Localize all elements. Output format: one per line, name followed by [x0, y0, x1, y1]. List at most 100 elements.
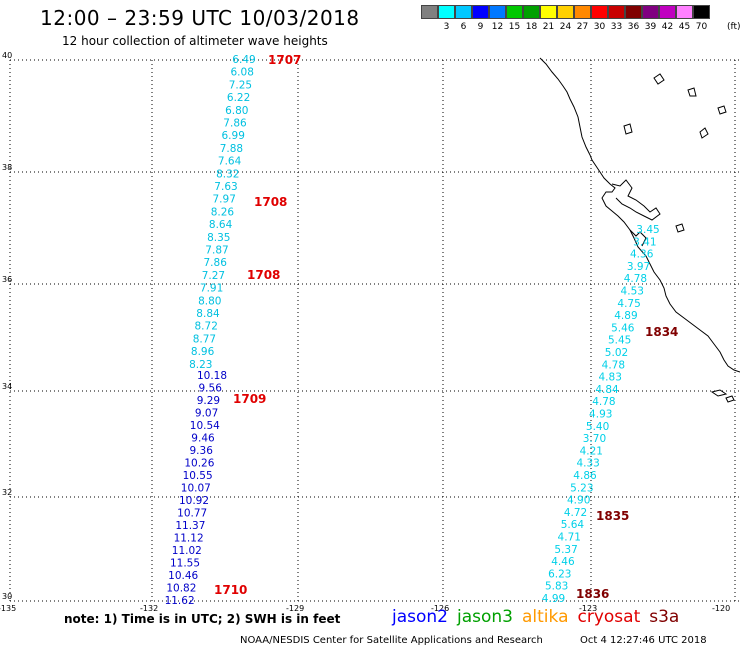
wave-height-value: 8.72 — [195, 321, 218, 333]
wave-height-value: 4.86 — [573, 470, 597, 482]
color-swatch — [574, 5, 591, 19]
color-scale-label: 27 — [576, 22, 589, 32]
color-scale-label: 18 — [525, 22, 538, 32]
wave-height-value: 8.96 — [191, 346, 215, 358]
wave-height-value: 7.27 — [202, 270, 225, 282]
color-scale-label: 33 — [610, 22, 623, 32]
pass-time-label: 1707 — [268, 53, 301, 67]
wave-height-value: 8.80 — [198, 295, 221, 307]
satellite-legend-item: s3a — [649, 607, 680, 627]
color-swatch — [506, 5, 523, 19]
wave-height-value: 4.72 — [564, 507, 587, 519]
coastline — [539, 57, 740, 403]
color-scale-label: 3 — [443, 22, 450, 32]
wave-height-value: 3.41 — [633, 236, 656, 248]
color-swatch — [455, 5, 472, 19]
wave-height-value: 10.46 — [168, 570, 198, 582]
color-swatch — [523, 5, 540, 19]
wave-height-value: 8.64 — [209, 219, 233, 231]
color-scale-label: 12 — [491, 22, 504, 32]
color-scale-label: 45 — [678, 22, 691, 32]
axis-labels: 40 38 36 34 32 30 -135 -132 -129 -126 -123 -120 — [0, 51, 730, 613]
color-scale-label: 70 — [695, 22, 708, 32]
color-swatch — [438, 5, 455, 19]
color-scale-label: 15 — [508, 22, 521, 32]
color-scale-label: 24 — [559, 22, 572, 32]
color-swatch — [642, 5, 659, 19]
color-scale-label: 39 — [644, 22, 657, 32]
wave-height-value: 7.63 — [214, 181, 237, 193]
satellite-legend-item: altika — [522, 607, 569, 627]
wave-height-value: 5.64 — [561, 519, 585, 531]
wave-height-value: 4.78 — [602, 359, 625, 371]
wave-height-value: 9.46 — [191, 433, 215, 445]
color-swatch — [608, 5, 625, 19]
longitude-label: -126 — [431, 604, 449, 613]
wave-height-value: 10.54 — [190, 420, 220, 432]
pass-time-label: 1710 — [214, 583, 247, 597]
wave-height-value: 9.29 — [197, 395, 220, 407]
wave-height-value: 5.45 — [608, 335, 631, 347]
page-subtitle: 12 hour collection of altimeter wave hei… — [62, 34, 328, 48]
wave-height-value: 5.46 — [611, 322, 635, 334]
wave-height-value: 4.90 — [567, 495, 590, 507]
wave-height-value: 3.45 — [636, 224, 659, 236]
wave-height-value: 3.70 — [583, 433, 606, 445]
wave-height-value: 4.78 — [592, 396, 615, 408]
map-grid — [9, 59, 740, 602]
latitude-label: 38 — [2, 163, 12, 172]
color-scale-labels: 3 6 9 12 15 18 21 24 27 30 33 36 39 42 45 70 — [421, 22, 710, 32]
wave-height-value: 10.92 — [179, 495, 209, 507]
color-swatch — [489, 5, 506, 19]
color-scale-legend: 3 6 9 12 15 18 21 24 27 30 33 36 39 42 45 70 (ft) — [421, 5, 740, 32]
california-coastline — [539, 57, 740, 373]
san-francisco-bay — [611, 179, 661, 221]
latitude-label: 32 — [2, 488, 12, 497]
credit-line: NOAA/NESDIS Center for Satellite Applica… — [240, 635, 543, 646]
color-swatch — [540, 5, 557, 19]
monterey-bay — [629, 229, 647, 247]
wave-height-value: 7.86 — [204, 257, 228, 269]
color-scale-label: 36 — [627, 22, 640, 32]
lake-3 — [623, 123, 633, 135]
pass-time-label: 1708 — [247, 268, 280, 282]
lake-tahoe — [699, 127, 709, 139]
satellite-legend-item: jason2 — [392, 607, 448, 627]
wave-height-value: 3.97 — [627, 261, 650, 273]
color-scale-label: 6 — [460, 22, 467, 32]
wave-height-value: 9.56 — [199, 383, 223, 395]
wave-height-value: 7.25 — [229, 79, 252, 91]
wave-height-value: 6.08 — [231, 67, 254, 79]
wave-height-value: 9.07 — [195, 408, 218, 420]
color-swatch — [625, 5, 642, 19]
wave-height-value: 7.91 — [200, 283, 223, 295]
lake-5 — [717, 105, 727, 115]
longitude-label: -135 — [0, 604, 16, 613]
wave-height-value: 4.46 — [551, 556, 575, 568]
color-scale-swatches — [421, 5, 710, 19]
wave-height-value: 11.12 — [174, 533, 204, 545]
wave-height-value: 10.55 — [183, 470, 213, 482]
latitude-label: 34 — [2, 382, 12, 391]
lake-1 — [653, 73, 665, 85]
wave-height-value: 8.77 — [193, 333, 216, 345]
wave-height-value: 5.02 — [605, 347, 628, 359]
wave-height-value: 4.21 — [580, 445, 603, 457]
color-scale-label: 9 — [477, 22, 484, 32]
wave-height-value: 10.26 — [184, 458, 214, 470]
color-scale-label: 21 — [542, 22, 555, 32]
color-swatch — [472, 5, 489, 19]
wave-height-value: 7.88 — [220, 143, 243, 155]
wave-height-value: 4.33 — [576, 458, 599, 470]
satellite-legend: jason2 jason3 altika cryosat s3a — [392, 607, 688, 627]
pass-time-label: 1835 — [596, 509, 629, 523]
longitude-label: -132 — [140, 604, 158, 613]
color-swatch — [693, 5, 710, 19]
color-swatch — [676, 5, 693, 19]
pass-time-label: 1708 — [254, 195, 287, 209]
lake-2 — [687, 87, 697, 97]
wave-height-value: 6.49 — [232, 54, 255, 66]
wave-height-value: 10.18 — [197, 370, 227, 382]
wave-height-value: 8.26 — [211, 206, 235, 218]
page-title: 12:00 – 23:59 UTC 10/03/2018 — [40, 6, 360, 30]
